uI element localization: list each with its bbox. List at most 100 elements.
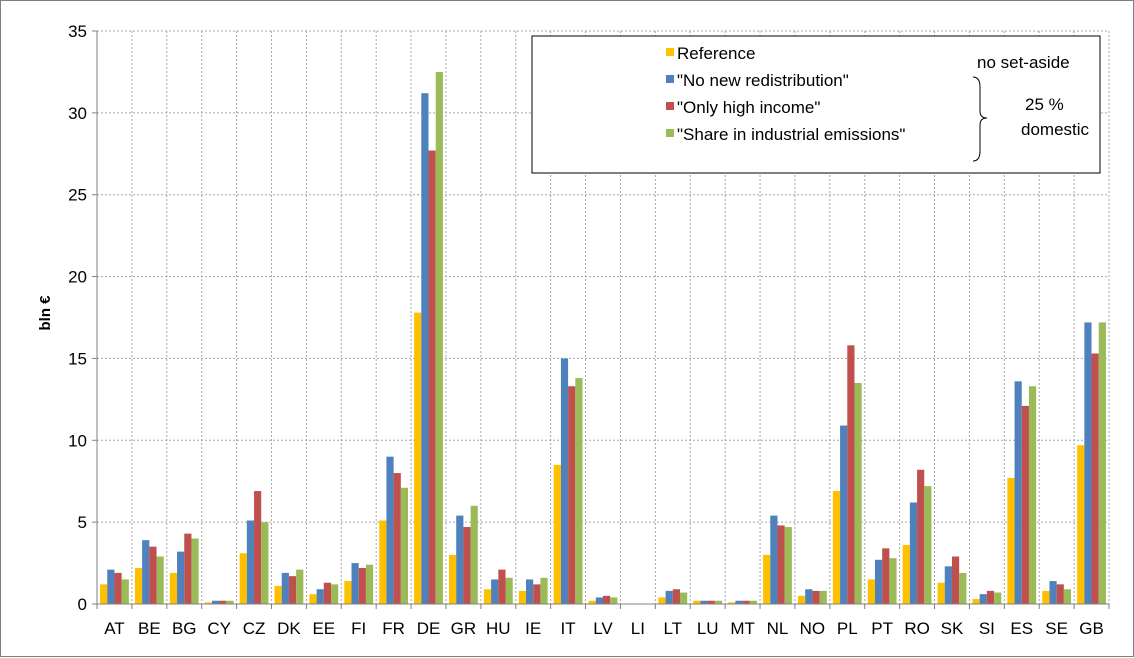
bar xyxy=(134,567,143,604)
bar xyxy=(428,150,436,605)
bar xyxy=(177,551,185,604)
bar xyxy=(498,569,506,604)
bar xyxy=(316,589,324,604)
x-tick-label: CY xyxy=(207,619,231,638)
bar xyxy=(1014,381,1022,604)
x-tick-label: LT xyxy=(664,619,683,638)
bar xyxy=(483,589,492,604)
bar xyxy=(540,577,548,604)
bar xyxy=(874,559,883,604)
bar xyxy=(679,592,688,604)
bar xyxy=(805,589,813,604)
y-tick-label: 10 xyxy=(68,431,87,450)
bar xyxy=(156,556,164,604)
bar xyxy=(456,515,464,604)
bar xyxy=(1063,589,1072,604)
bar xyxy=(331,584,339,604)
x-tick-label: RO xyxy=(904,619,930,638)
bar xyxy=(344,581,352,604)
bar xyxy=(107,569,115,604)
bar xyxy=(191,538,199,604)
bar xyxy=(114,572,122,604)
bar xyxy=(449,554,457,604)
bar xyxy=(211,600,220,604)
bar xyxy=(274,585,282,604)
x-tick-label: IT xyxy=(561,619,576,638)
bar xyxy=(526,579,534,604)
bar xyxy=(937,582,945,604)
bar xyxy=(763,554,771,604)
bar xyxy=(840,425,848,604)
bar xyxy=(735,600,743,604)
bar xyxy=(323,582,332,604)
bar xyxy=(693,600,701,604)
bars xyxy=(100,71,1106,605)
x-tick-label: PT xyxy=(871,619,893,638)
bar xyxy=(184,533,192,604)
bar xyxy=(560,358,569,604)
x-tick-label: AT xyxy=(104,619,124,638)
bar xyxy=(951,556,960,604)
bar xyxy=(672,589,680,604)
bar xyxy=(226,600,234,604)
bar xyxy=(1021,405,1029,604)
bar xyxy=(379,520,387,604)
y-tick-label: 5 xyxy=(78,513,87,532)
bar xyxy=(882,548,890,604)
legend-label: Reference xyxy=(677,44,755,63)
bar xyxy=(393,473,401,604)
x-tick-labels: AT BE BG CY CZ DK EE FI FR DE GR HU IE IT LV LI LT LU MT NL… xyxy=(104,619,1104,638)
x-tick-label: SE xyxy=(1045,619,1068,638)
y-tick-label: 15 xyxy=(68,349,87,368)
bar xyxy=(296,569,304,604)
y-tick-labels: 0 5 10 15 20 25 30 35 xyxy=(68,22,87,614)
x-tick-label: LU xyxy=(697,619,719,638)
bar xyxy=(812,590,820,604)
grid-lines xyxy=(97,30,1110,604)
bar xyxy=(867,579,875,604)
legend-label: "Only high income" xyxy=(677,98,820,117)
bar xyxy=(100,584,108,604)
bar xyxy=(784,527,792,604)
bar xyxy=(553,464,561,604)
x-tick-label: BG xyxy=(172,619,197,638)
bar xyxy=(435,71,443,604)
bar xyxy=(854,382,862,604)
bar xyxy=(309,594,317,604)
x-tick-label: FR xyxy=(382,619,405,638)
bar xyxy=(121,579,129,604)
bar xyxy=(603,595,611,604)
bar xyxy=(658,597,666,604)
bar xyxy=(972,599,980,604)
bar xyxy=(518,590,527,604)
legend-label: "No new redistribution" xyxy=(677,71,849,90)
bar xyxy=(819,590,827,604)
x-tick-label: BE xyxy=(138,619,161,638)
bar xyxy=(909,502,918,604)
annotation-domestic-pct: 25 % xyxy=(1025,95,1064,114)
annotation-no-set-aside: no set-aside xyxy=(977,53,1070,72)
bar xyxy=(610,597,618,604)
x-tick-label: DE xyxy=(417,619,441,638)
bar xyxy=(665,590,673,604)
bar xyxy=(714,600,723,604)
bar xyxy=(902,545,910,604)
x-tick-label: FI xyxy=(351,619,366,638)
annotation-domestic: domestic xyxy=(1021,120,1090,139)
x-tick-label: MT xyxy=(730,619,755,638)
bar xyxy=(728,602,736,604)
bar xyxy=(204,602,212,604)
bar xyxy=(994,592,1002,604)
bar xyxy=(470,505,478,604)
y-tick-label: 25 xyxy=(68,186,87,205)
bar xyxy=(142,540,150,604)
bar xyxy=(261,522,269,604)
bar xyxy=(979,594,987,604)
x-tick-label: IE xyxy=(525,619,541,638)
bar xyxy=(924,486,932,604)
bar xyxy=(742,600,750,604)
x-tick-label: GR xyxy=(451,619,477,638)
bar xyxy=(700,600,708,604)
